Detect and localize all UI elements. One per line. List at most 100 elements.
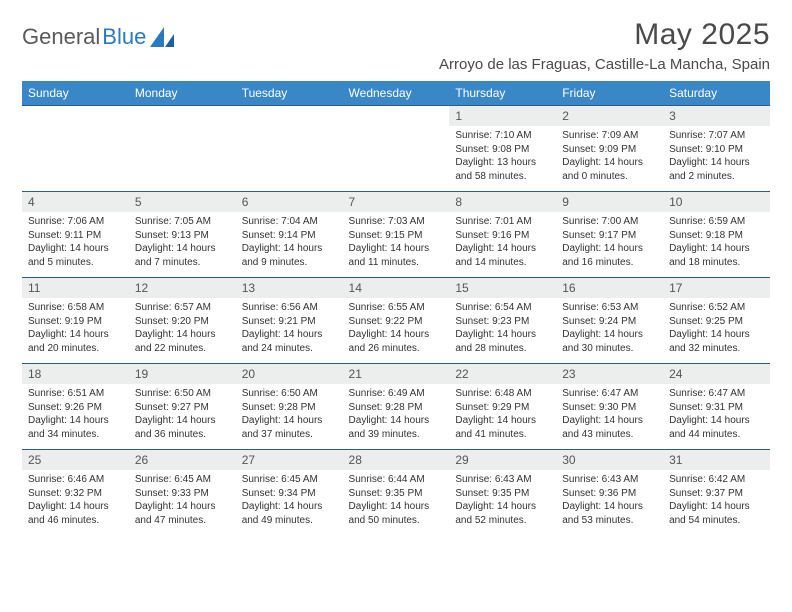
info-sunrise: Sunrise: 7:06 AM xyxy=(28,215,123,229)
info-daylight1: Daylight: 14 hours xyxy=(28,414,123,428)
info-daylight2: and 11 minutes. xyxy=(349,256,444,270)
day-info: Sunrise: 6:50 AMSunset: 9:27 PMDaylight:… xyxy=(129,384,236,441)
day-number: 22 xyxy=(449,364,556,384)
day-info: Sunrise: 6:53 AMSunset: 9:24 PMDaylight:… xyxy=(556,298,663,355)
info-sunrise: Sunrise: 6:50 AM xyxy=(135,387,230,401)
info-daylight2: and 24 minutes. xyxy=(242,342,337,356)
day-number: 5 xyxy=(129,192,236,212)
info-daylight1: Daylight: 14 hours xyxy=(669,500,764,514)
info-sunrise: Sunrise: 7:05 AM xyxy=(135,215,230,229)
day-number: 7 xyxy=(343,192,450,212)
info-daylight1: Daylight: 14 hours xyxy=(242,500,337,514)
info-sunrise: Sunrise: 7:10 AM xyxy=(455,129,550,143)
day-number: 27 xyxy=(236,450,343,470)
info-daylight2: and 54 minutes. xyxy=(669,514,764,528)
info-sunset: Sunset: 9:34 PM xyxy=(242,487,337,501)
info-sunset: Sunset: 9:11 PM xyxy=(28,229,123,243)
info-sunrise: Sunrise: 7:09 AM xyxy=(562,129,657,143)
info-sunset: Sunset: 9:16 PM xyxy=(455,229,550,243)
day-number: 9 xyxy=(556,192,663,212)
info-daylight1: Daylight: 14 hours xyxy=(455,414,550,428)
info-daylight1: Daylight: 14 hours xyxy=(135,328,230,342)
info-sunrise: Sunrise: 6:43 AM xyxy=(455,473,550,487)
day-info: Sunrise: 6:51 AMSunset: 9:26 PMDaylight:… xyxy=(22,384,129,441)
calendar-cell: 29Sunrise: 6:43 AMSunset: 9:35 PMDayligh… xyxy=(449,450,556,536)
day-number: 23 xyxy=(556,364,663,384)
info-daylight2: and 5 minutes. xyxy=(28,256,123,270)
info-sunset: Sunset: 9:26 PM xyxy=(28,401,123,415)
day-number: 8 xyxy=(449,192,556,212)
day-number: 17 xyxy=(663,278,770,298)
calendar-cell: 15Sunrise: 6:54 AMSunset: 9:23 PMDayligh… xyxy=(449,278,556,364)
info-daylight2: and 0 minutes. xyxy=(562,170,657,184)
sail-icon xyxy=(150,27,174,47)
info-daylight2: and 46 minutes. xyxy=(28,514,123,528)
calendar-cell: 12Sunrise: 6:57 AMSunset: 9:20 PMDayligh… xyxy=(129,278,236,364)
info-daylight2: and 50 minutes. xyxy=(349,514,444,528)
day-number: 6 xyxy=(236,192,343,212)
day-info: Sunrise: 6:59 AMSunset: 9:18 PMDaylight:… xyxy=(663,212,770,269)
calendar-cell: 19Sunrise: 6:50 AMSunset: 9:27 PMDayligh… xyxy=(129,364,236,450)
day-number: 11 xyxy=(22,278,129,298)
info-sunrise: Sunrise: 6:47 AM xyxy=(562,387,657,401)
day-info: Sunrise: 6:46 AMSunset: 9:32 PMDaylight:… xyxy=(22,470,129,527)
info-sunset: Sunset: 9:15 PM xyxy=(349,229,444,243)
calendar-cell: 30Sunrise: 6:43 AMSunset: 9:36 PMDayligh… xyxy=(556,450,663,536)
info-sunset: Sunset: 9:22 PM xyxy=(349,315,444,329)
calendar-cell: 11Sunrise: 6:58 AMSunset: 9:19 PMDayligh… xyxy=(22,278,129,364)
info-sunset: Sunset: 9:19 PM xyxy=(28,315,123,329)
day-info: Sunrise: 6:57 AMSunset: 9:20 PMDaylight:… xyxy=(129,298,236,355)
calendar-cell xyxy=(236,106,343,192)
info-daylight2: and 2 minutes. xyxy=(669,170,764,184)
info-sunset: Sunset: 9:28 PM xyxy=(349,401,444,415)
day-number: 19 xyxy=(129,364,236,384)
info-sunrise: Sunrise: 7:07 AM xyxy=(669,129,764,143)
day-number: 28 xyxy=(343,450,450,470)
day-number: 20 xyxy=(236,364,343,384)
info-daylight1: Daylight: 14 hours xyxy=(242,242,337,256)
info-daylight2: and 30 minutes. xyxy=(562,342,657,356)
brand-text-2: Blue xyxy=(102,24,146,50)
calendar-week: 18Sunrise: 6:51 AMSunset: 9:26 PMDayligh… xyxy=(22,364,770,450)
info-daylight2: and 22 minutes. xyxy=(135,342,230,356)
calendar-cell xyxy=(22,106,129,192)
info-sunset: Sunset: 9:27 PM xyxy=(135,401,230,415)
day-info: Sunrise: 6:55 AMSunset: 9:22 PMDaylight:… xyxy=(343,298,450,355)
info-daylight1: Daylight: 14 hours xyxy=(28,242,123,256)
calendar-cell: 21Sunrise: 6:49 AMSunset: 9:28 PMDayligh… xyxy=(343,364,450,450)
info-sunset: Sunset: 9:13 PM xyxy=(135,229,230,243)
info-daylight2: and 44 minutes. xyxy=(669,428,764,442)
info-sunrise: Sunrise: 6:49 AM xyxy=(349,387,444,401)
info-daylight2: and 28 minutes. xyxy=(455,342,550,356)
day-info: Sunrise: 7:04 AMSunset: 9:14 PMDaylight:… xyxy=(236,212,343,269)
col-header: Tuesday xyxy=(236,81,343,106)
brand-text-1: General xyxy=(22,24,100,50)
info-daylight1: Daylight: 14 hours xyxy=(135,414,230,428)
calendar-cell: 7Sunrise: 7:03 AMSunset: 9:15 PMDaylight… xyxy=(343,192,450,278)
calendar-cell: 22Sunrise: 6:48 AMSunset: 9:29 PMDayligh… xyxy=(449,364,556,450)
info-daylight2: and 14 minutes. xyxy=(455,256,550,270)
day-number: 3 xyxy=(663,106,770,126)
day-number: 30 xyxy=(556,450,663,470)
info-sunset: Sunset: 9:30 PM xyxy=(562,401,657,415)
info-daylight1: Daylight: 14 hours xyxy=(562,500,657,514)
day-number: 21 xyxy=(343,364,450,384)
col-header: Wednesday xyxy=(343,81,450,106)
info-sunrise: Sunrise: 6:42 AM xyxy=(669,473,764,487)
info-sunset: Sunset: 9:29 PM xyxy=(455,401,550,415)
info-daylight2: and 52 minutes. xyxy=(455,514,550,528)
info-daylight1: Daylight: 14 hours xyxy=(455,500,550,514)
day-info: Sunrise: 6:48 AMSunset: 9:29 PMDaylight:… xyxy=(449,384,556,441)
info-daylight2: and 47 minutes. xyxy=(135,514,230,528)
calendar-week: 25Sunrise: 6:46 AMSunset: 9:32 PMDayligh… xyxy=(22,450,770,536)
info-sunrise: Sunrise: 6:54 AM xyxy=(455,301,550,315)
day-number: 1 xyxy=(449,106,556,126)
day-info: Sunrise: 6:47 AMSunset: 9:31 PMDaylight:… xyxy=(663,384,770,441)
info-daylight1: Daylight: 14 hours xyxy=(349,242,444,256)
calendar-cell xyxy=(343,106,450,192)
day-info: Sunrise: 6:50 AMSunset: 9:28 PMDaylight:… xyxy=(236,384,343,441)
info-sunrise: Sunrise: 6:56 AM xyxy=(242,301,337,315)
calendar-cell: 4Sunrise: 7:06 AMSunset: 9:11 PMDaylight… xyxy=(22,192,129,278)
info-daylight2: and 53 minutes. xyxy=(562,514,657,528)
info-sunrise: Sunrise: 6:48 AM xyxy=(455,387,550,401)
